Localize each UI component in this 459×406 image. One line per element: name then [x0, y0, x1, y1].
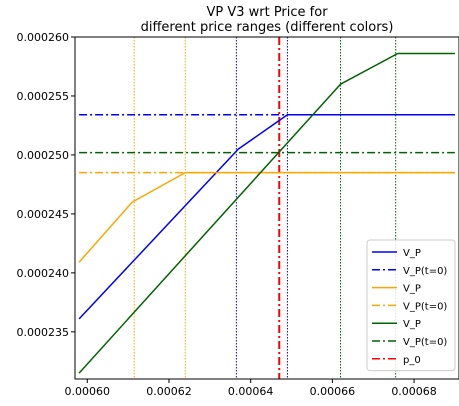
x-tick-label-1: 0.00062	[146, 385, 192, 398]
legend-label-0: V_P	[403, 248, 421, 259]
chart-title: VP V3 wrt Price for	[206, 5, 328, 20]
series-line-4	[78, 52, 455, 374]
y-tick-label-2: 0.000245	[17, 208, 70, 221]
legend-label-4: V_P	[403, 319, 421, 330]
x-tick-label-0: 0.00060	[65, 385, 111, 398]
y-tick-label-3: 0.000250	[17, 149, 70, 162]
legend-label-3: V_P(t=0)	[403, 301, 447, 312]
legend-label-6: p_0	[403, 355, 421, 366]
y-tick-label-5: 0.000260	[17, 31, 70, 44]
legend: V_P V_P(t=0) V_P V_P(t=0) V_P V_P(t=0) p_0	[366, 239, 456, 372]
x-tick-label-2: 0.00064	[228, 385, 274, 398]
plot-area	[78, 37, 455, 379]
x-tick-label-4: 0.00068	[391, 385, 437, 398]
y-tick-label-4: 0.000255	[17, 90, 70, 103]
legend-label-1: V_P(t=0)	[403, 266, 447, 277]
chart-subtitle: different price ranges (different colors…	[141, 20, 394, 35]
y-tick-label-1: 0.000240	[17, 267, 70, 280]
y-tick-label-0: 0.000235	[17, 326, 70, 339]
legend-label-2: V_P	[403, 284, 421, 295]
x-tick-label-3: 0.00066	[310, 385, 356, 398]
plot-frame	[74, 36, 459, 380]
legend-box	[366, 239, 456, 372]
legend-label-5: V_P(t=0)	[403, 337, 447, 348]
